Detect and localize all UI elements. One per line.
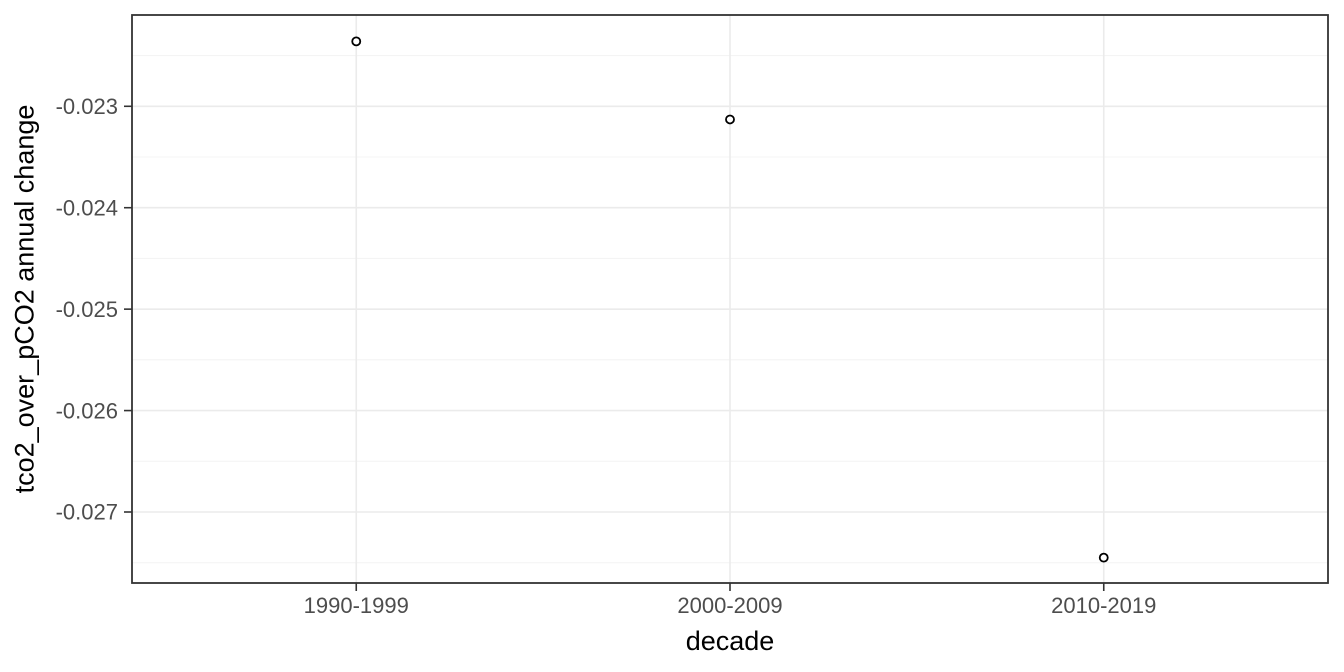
data-point — [725, 114, 735, 125]
x-tick-label: 2010-2019 — [1051, 593, 1156, 618]
y-tick-label: -0.025 — [56, 297, 118, 322]
x-tick-label: 1990-1999 — [304, 593, 409, 618]
x-axis-title: decade — [685, 626, 775, 656]
y-tick-label: -0.026 — [56, 398, 118, 423]
data-point — [1098, 552, 1109, 563]
x-tick-label: 2000-2009 — [677, 593, 782, 618]
y-tick-label: -0.027 — [56, 500, 118, 525]
y-tick-label: -0.023 — [56, 94, 118, 119]
y-tick-label: -0.024 — [56, 195, 118, 220]
y-axis-title: tco2_over_pCO2 annual change — [9, 104, 40, 494]
data-point — [351, 36, 362, 47]
